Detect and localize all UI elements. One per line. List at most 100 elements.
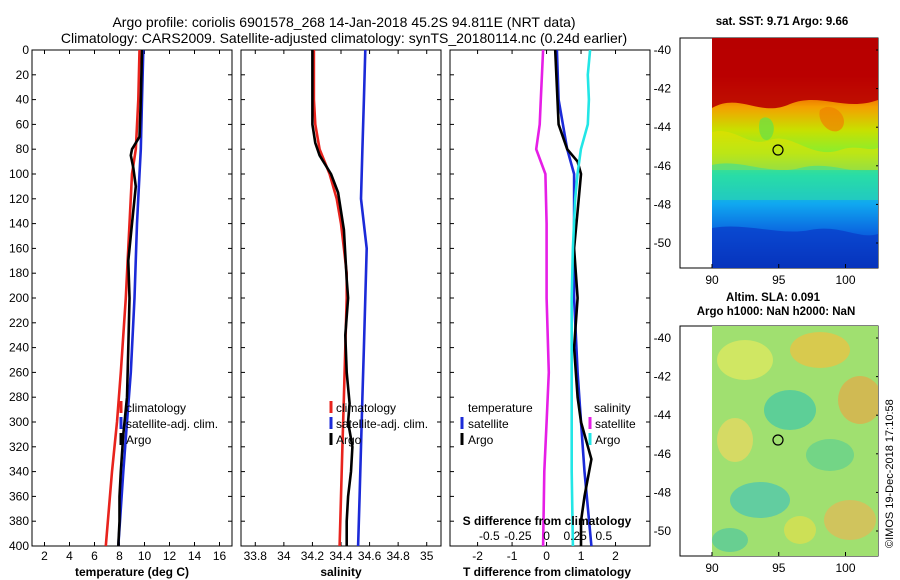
x-top-tick-label: -0.25 (504, 529, 532, 543)
x-tick-label: 35 (420, 549, 434, 563)
series-line-temperature-argo (553, 50, 593, 546)
depth-tick-label: 140 (9, 217, 29, 231)
map-y-tick-label: -50 (654, 236, 672, 250)
depth-tick-label: 20 (16, 68, 30, 82)
sst-argo-location-marker (772, 144, 784, 156)
difference-panel-frame (449, 49, 651, 547)
sst-map-image (712, 38, 878, 268)
depth-tick-label: 220 (9, 316, 29, 330)
x-tick-label: 2 (41, 549, 48, 563)
series-line-satellite-adj-clim- (117, 50, 145, 546)
depth-tick-label: 260 (9, 365, 29, 379)
map-y-tick-label: -46 (654, 447, 672, 461)
x-tick-label: 6 (91, 549, 98, 563)
sla-map-title-2: Argo h1000: NaN h2000: NaN (697, 306, 856, 318)
series-line-satellite-adj-clim- (356, 50, 369, 546)
x-tick-label: 34.2 (301, 549, 325, 563)
depth-tick-label: 240 (9, 341, 29, 355)
depth-tick-label: 400 (9, 539, 29, 553)
depth-tick-label: 360 (9, 489, 29, 503)
legend-title-temperature: temperature (468, 401, 533, 415)
depth-tick-label: 380 (9, 514, 29, 528)
series-line-climatology (312, 50, 349, 546)
depth-tick-label: 340 (9, 465, 29, 479)
map-y-tick-label: -40 (654, 331, 672, 345)
map-x-tick-label: 90 (705, 561, 719, 575)
x-tick-label: 8 (116, 549, 123, 563)
title-line-2: Climatology: CARS2009. Satellite-adjuste… (61, 30, 627, 46)
temperature-xlabel: temperature (deg C) (75, 565, 189, 579)
temperature-panel-frame (31, 49, 233, 547)
x-tick-label: 0 (543, 549, 550, 563)
x-tick-label: 16 (213, 549, 227, 563)
legend-title-salinity: salinity (594, 401, 631, 415)
x-top-tick-label: 0 (543, 529, 550, 543)
depth-tick-label: 200 (9, 291, 29, 305)
x-tick-label: 34.6 (358, 549, 382, 563)
legend-label-climatology: climatology (336, 401, 396, 415)
salinity-xlabel: salinity (320, 565, 362, 579)
depth-tick-label: 40 (16, 93, 30, 107)
series-line-salinity-argo (570, 50, 592, 546)
difference-xlabel-top: S difference from climatology (463, 514, 632, 528)
map-y-tick-label: -40 (654, 43, 672, 57)
x-tick-label: 33.8 (244, 549, 268, 563)
map-y-tick-label: -50 (654, 524, 672, 538)
depth-tick-label: 160 (9, 241, 29, 255)
depth-tick-label: 60 (16, 117, 30, 131)
x-tick-label: 34.4 (329, 549, 353, 563)
depth-tick-label: 180 (9, 266, 29, 280)
map-x-tick-label: 100 (835, 273, 855, 287)
legend-label-sal-argo: Argo (595, 433, 621, 447)
series-line-temperature-satellite (555, 50, 593, 546)
map-x-tick-label: 95 (772, 561, 786, 575)
x-tick-label: 10 (138, 549, 152, 563)
x-top-tick-label: 0.25 (563, 529, 587, 543)
map-y-tick-label: -46 (654, 159, 672, 173)
x-tick-label: 34 (277, 549, 291, 563)
map-y-tick-label: -48 (654, 197, 672, 211)
legend-label-temp-argo: Argo (468, 433, 494, 447)
map-y-tick-label: -44 (654, 408, 672, 422)
series-line-argo (117, 50, 144, 546)
x-top-tick-label: -0.5 (479, 529, 500, 543)
legend-label-satellite-adj: satellite-adj. clim. (336, 417, 428, 431)
difference-xlabel: T difference from climatology (463, 565, 631, 579)
x-top-tick-label: 0.5 (595, 529, 612, 543)
map-x-tick-label: 90 (705, 273, 719, 287)
x-tick-label: 34.8 (386, 549, 410, 563)
map-x-tick-label: 95 (772, 273, 786, 287)
map-y-tick-label: -42 (654, 82, 672, 96)
map-x-tick-label: 100 (835, 561, 855, 575)
map-y-tick-label: -48 (654, 485, 672, 499)
title-line-1: Argo profile: coriolis 6901578_268 14-Ja… (112, 14, 575, 30)
legend-label-satellite-adj: satellite-adj. clim. (126, 417, 218, 431)
x-tick-label: 2 (612, 549, 619, 563)
map-y-tick-label: -42 (654, 370, 672, 384)
legend-label-argo: Argo (336, 433, 362, 447)
depth-tick-label: 280 (9, 390, 29, 404)
depth-tick-label: 320 (9, 440, 29, 454)
depth-tick-label: 100 (9, 167, 29, 181)
series-line-argo (311, 50, 354, 546)
sla-map-title-1: Altim. SLA: 0.091 (726, 292, 821, 304)
legend-label-sal-satellite: satellite (595, 417, 636, 431)
sla-argo-location-marker (772, 434, 784, 446)
x-tick-label: -2 (472, 549, 483, 563)
x-tick-label: 4 (66, 549, 73, 563)
watermark: ©IMOS 19-Dec-2018 17:10:58 (884, 399, 896, 548)
sst-map-title: sat. SST: 9.71 Argo: 9.66 (716, 16, 849, 28)
x-tick-label: 14 (188, 549, 202, 563)
sla-map-image (712, 326, 878, 556)
depth-tick-label: 0 (22, 43, 29, 57)
x-tick-label: 12 (163, 549, 177, 563)
depth-tick-label: 80 (16, 142, 30, 156)
legend-label-argo: Argo (126, 433, 152, 447)
x-tick-label: 1 (578, 549, 585, 563)
series-line-salinity-satellite (534, 50, 551, 546)
legend-label-temp-satellite: satellite (468, 417, 509, 431)
depth-tick-label: 300 (9, 415, 29, 429)
difference-legend-left: temperature satellite Argo (460, 401, 533, 447)
temperature-legend: climatology satellite-adj. clim. Argo (119, 401, 218, 447)
